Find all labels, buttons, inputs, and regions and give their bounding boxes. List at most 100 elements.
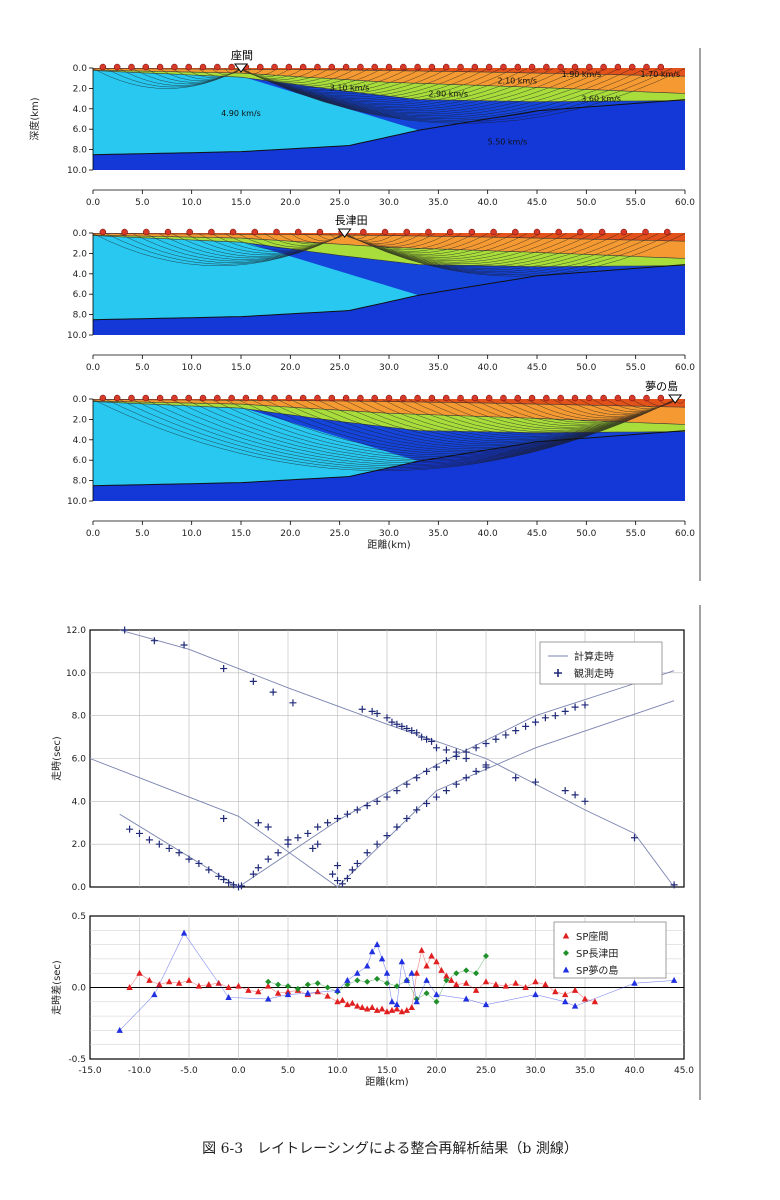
x-tick-label: 15.0: [377, 1066, 397, 1076]
y-axis-label: 走時差(sec): [50, 960, 63, 1015]
receiver-dot: [490, 228, 497, 236]
basement-boundary: [92, 430, 686, 487]
residual-point: [354, 977, 361, 984]
observed-point: [314, 823, 322, 831]
legend-marker: [563, 950, 569, 956]
receiver-dot: [468, 228, 476, 236]
residual-point: [166, 978, 173, 985]
receiver-dot: [628, 63, 636, 71]
receiver-dot: [294, 228, 302, 236]
residual-point: [433, 991, 440, 998]
receiver-dot: [500, 394, 507, 402]
observed-point: [363, 849, 371, 857]
residual-point: [502, 982, 509, 989]
residual-point: [532, 991, 539, 998]
observed-point: [482, 763, 490, 771]
receiver-dot: [428, 394, 436, 402]
residual-point: [359, 1004, 366, 1011]
y-axis-label: 走時(sec): [51, 736, 63, 781]
observed-point: [220, 814, 228, 822]
layer-boundary: [92, 69, 686, 94]
y-tick-label: 8.0: [73, 311, 88, 321]
layer-boundary: [92, 68, 686, 77]
ray-path: [211, 68, 242, 75]
x-tick-label: 45.0: [527, 198, 547, 208]
observed-point: [581, 797, 589, 805]
x-tick-label: 5.0: [135, 198, 150, 208]
receiver-dot: [164, 228, 172, 236]
residual-point: [364, 1005, 371, 1012]
legend-plus-icon: [554, 669, 562, 677]
y-tick-label: 6.0: [73, 290, 88, 300]
residual-point: [428, 952, 435, 959]
residual-point: [354, 969, 361, 976]
receiver-dot: [199, 63, 207, 71]
section-2: 長津田 0.0 2.0 4.0 6.0 8.0 10.0 0.0 5.0 10.0 15.0 20.0…: [67, 213, 701, 415]
residual-point: [438, 966, 445, 973]
residual-point: [265, 982, 272, 989]
x-tick-label: 5.0: [135, 529, 150, 539]
receiver-dot: [285, 63, 293, 71]
receiver-dot: [543, 63, 550, 71]
receiver-dot: [586, 63, 593, 71]
x-tick-label: 30.0: [379, 363, 399, 373]
receiver-dot: [425, 228, 432, 236]
receiver-dot: [400, 63, 407, 71]
residual-point: [403, 1006, 410, 1013]
shot-label: 夢の島: [645, 379, 678, 393]
residual-point: [453, 981, 460, 988]
residual-point: [225, 984, 232, 990]
observed-point: [581, 701, 589, 709]
observed-point: [388, 718, 396, 726]
receiver-dot: [400, 394, 407, 402]
observed-point: [358, 705, 366, 713]
layer-boundary: [92, 235, 686, 268]
residual-point: [472, 986, 480, 993]
residual-point: [482, 1001, 490, 1008]
residual-point: [364, 978, 371, 985]
receiver-dot: [314, 63, 321, 71]
receiver-dot: [128, 63, 135, 71]
layer-boundary: [92, 70, 686, 103]
residual-point: [448, 976, 455, 983]
residual-point: [344, 1001, 351, 1008]
residual-point: [116, 1026, 123, 1033]
residual-point: [423, 962, 430, 969]
residual-point: [383, 969, 391, 976]
y-tick-label: 10.0: [67, 166, 87, 176]
x-tick-label: 50.0: [576, 529, 596, 539]
x-tick-label: 5.0: [281, 1066, 296, 1076]
x-tick-label: 25.0: [330, 529, 350, 539]
observed-point: [670, 881, 678, 889]
velocity-label: 4.90 km/s: [221, 109, 261, 118]
observed-point: [561, 787, 569, 795]
legend-box: [539, 641, 663, 685]
observed-point: [334, 877, 341, 885]
x-axis-label: 距離(km): [367, 538, 410, 551]
legend-entry: SP夢の島: [576, 964, 618, 977]
receiver-dot: [208, 228, 215, 236]
receiver-dot: [657, 63, 665, 71]
residual-point: [373, 941, 381, 948]
observed-point: [452, 748, 460, 756]
receiver-dot: [385, 394, 393, 402]
y-tick-label: 2.0: [72, 840, 87, 850]
y-tick-label: 10.0: [67, 331, 87, 341]
x-tick-label: 0.0: [231, 1066, 246, 1076]
x-tick-label: 60.0: [675, 529, 695, 539]
x-tick-label: 35.0: [428, 363, 448, 373]
receiver-dot: [403, 228, 411, 236]
residual-point: [294, 985, 301, 992]
y-tick-label: 0.0: [73, 395, 88, 405]
x-tick-label: 30.0: [379, 529, 399, 539]
residual-point: [463, 979, 470, 986]
residual-point: [378, 955, 386, 962]
y-axis-label: 深度(km): [28, 97, 41, 140]
observed-point: [249, 677, 257, 685]
x-tick-label: 0.0: [86, 529, 101, 539]
receiver-dot: [414, 394, 421, 402]
receiver-dot: [273, 228, 280, 236]
receiver-dot: [528, 394, 536, 402]
layer-upper-fast: [241, 76, 685, 131]
observed-point: [423, 799, 431, 807]
